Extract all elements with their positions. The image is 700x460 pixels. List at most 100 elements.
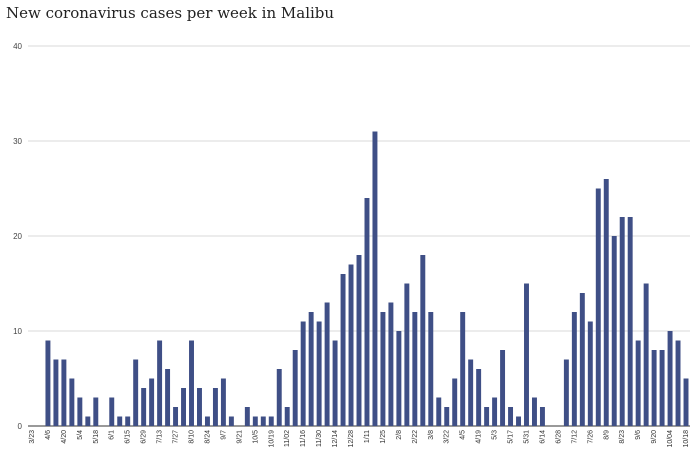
bar-9/27 xyxy=(659,350,665,426)
x-tick-label: 11/30 xyxy=(316,430,323,447)
bars xyxy=(45,131,689,426)
x-tick-label: 5/17 xyxy=(508,430,515,444)
y-tick-label: 30 xyxy=(13,137,22,146)
bar-1/25 xyxy=(380,312,386,426)
bar-11/02 xyxy=(284,407,290,426)
x-tick-label: 2/8 xyxy=(396,430,403,440)
bar-4/26 xyxy=(484,407,490,426)
bar-6/14 xyxy=(539,407,545,426)
bar-5/31 xyxy=(524,283,529,426)
bar-8/23 xyxy=(619,217,625,426)
bar-4/5 xyxy=(460,312,466,426)
y-tick-label: 40 xyxy=(13,42,22,51)
bar-6/15 xyxy=(125,416,131,426)
bar-4/6 xyxy=(45,340,51,426)
x-tick-label: 2/22 xyxy=(412,430,419,444)
chart-title: New coronavirus cases per week in Malibu xyxy=(6,4,335,22)
bar-2/15 xyxy=(404,283,410,426)
x-tick-label: 5/31 xyxy=(523,430,530,444)
bar-6/7 xyxy=(531,397,537,426)
x-tick-label: 12/14 xyxy=(332,430,339,448)
x-tick-label: 10/5 xyxy=(252,430,259,444)
bar-2/22 xyxy=(412,312,418,426)
bar-9/7 xyxy=(220,378,226,426)
x-tick-label: 6/28 xyxy=(555,430,562,444)
x-tick-label: 3/22 xyxy=(444,430,451,444)
bar-10/5 xyxy=(252,416,258,426)
bar-3/29 xyxy=(452,378,458,426)
bar-7/26 xyxy=(587,321,593,426)
y-axis-ticks: 0 10 20 30 40 xyxy=(13,42,22,431)
bar-1/11 xyxy=(364,198,370,426)
x-tick-label: 9/7 xyxy=(220,430,227,440)
x-tick-label: 7/12 xyxy=(571,430,578,444)
bar-7/27 xyxy=(173,407,179,426)
y-tick-label: 20 xyxy=(13,232,22,241)
bar-1/18 xyxy=(372,131,378,426)
x-tick-label: 10/18 xyxy=(683,430,690,448)
x-tick-label: 5/18 xyxy=(93,430,100,444)
bar-12/7 xyxy=(324,302,330,426)
x-tick-label: 10/04 xyxy=(667,430,674,448)
bar-12/14 xyxy=(332,340,338,426)
bar-1/4 xyxy=(356,255,362,426)
x-tick-label: 6/15 xyxy=(125,430,132,444)
x-tick-label: 9/20 xyxy=(651,430,658,444)
bar-8/30 xyxy=(627,217,633,426)
bar-10/26 xyxy=(276,369,282,426)
bar-9/20 xyxy=(651,350,657,426)
bar-8/3 xyxy=(181,388,187,426)
x-tick-label: 8/9 xyxy=(603,430,610,440)
bar-7/12 xyxy=(571,312,577,426)
bar-11/16 xyxy=(300,321,306,426)
bar-7/19 xyxy=(579,293,585,426)
x-tick-label: 7/27 xyxy=(173,430,180,444)
bar-5/3 xyxy=(492,397,498,426)
x-tick-label: 4/6 xyxy=(45,430,52,440)
x-tick-label: 8/23 xyxy=(619,430,626,444)
bar-7/13 xyxy=(157,340,163,426)
bar-8/24 xyxy=(204,416,210,426)
x-tick-label: 8/24 xyxy=(204,430,211,444)
x-tick-label: 4/19 xyxy=(476,430,483,444)
bar-5/24 xyxy=(516,416,521,426)
bar-6/8 xyxy=(117,416,123,426)
bar-3/15 xyxy=(436,397,442,426)
y-tick-label: 10 xyxy=(13,327,22,336)
x-tick-label: 4/5 xyxy=(460,430,467,440)
x-tick-label: 9/6 xyxy=(635,430,642,440)
bar-6/22 xyxy=(133,359,139,426)
x-tick-label: 6/1 xyxy=(109,430,116,440)
bar-5/4 xyxy=(77,397,83,426)
bar-2/8 xyxy=(396,331,402,426)
bar-11/30 xyxy=(316,321,322,426)
bar-6/1 xyxy=(109,397,115,426)
bar-3/1 xyxy=(420,255,426,426)
bar-9/6 xyxy=(635,340,641,426)
bar-7/20 xyxy=(165,369,171,426)
bar-10/12 xyxy=(260,416,266,426)
bar-10/11 xyxy=(675,340,681,426)
x-tick-label: 6/29 xyxy=(141,430,148,444)
bar-12/28 xyxy=(348,264,354,426)
bar-8/16 xyxy=(611,236,617,426)
x-tick-label: 11/16 xyxy=(300,430,307,447)
x-axis-ticks: 3/23 4/6 4/20 5/4 5/18 6/1 6/15 6/29 7/13 7/27 8/1… xyxy=(29,430,690,448)
x-tick-label: 1/25 xyxy=(380,430,387,444)
bar-4/27 xyxy=(69,378,75,426)
x-tick-label: 9/21 xyxy=(236,430,243,444)
bar-2/1 xyxy=(388,302,394,426)
bar-10/18 xyxy=(683,378,689,426)
bar-5/18 xyxy=(93,397,99,426)
bar-7/5 xyxy=(563,359,569,426)
bar-11/23 xyxy=(308,312,314,426)
x-tick-label: 1/11 xyxy=(364,430,371,443)
bar-4/12 xyxy=(468,359,474,426)
bar-9/14 xyxy=(228,416,234,426)
x-tick-label: 5/3 xyxy=(492,430,499,440)
x-tick-label: 6/14 xyxy=(539,430,546,444)
bar-8/2 xyxy=(595,188,601,426)
bar-6/29 xyxy=(141,388,147,426)
bar-5/11 xyxy=(85,416,91,426)
x-tick-label: 11/02 xyxy=(284,430,291,447)
